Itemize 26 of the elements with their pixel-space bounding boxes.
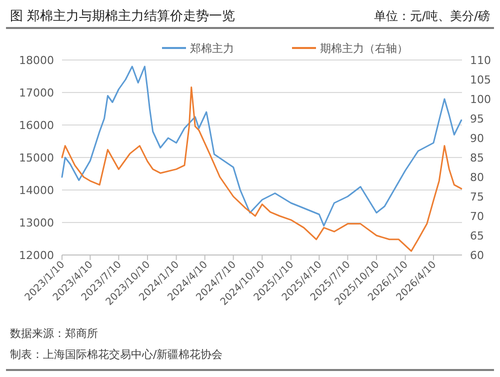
legend-label: 郑棉主力 [190,42,234,55]
y2-tick-label: 65 [470,230,484,242]
legend-label: 期棉主力（右轴） [320,42,408,55]
y2-tick-label: 110 [470,54,491,67]
chart-subtitle: 单位：元/吨、美分/磅 [374,9,490,23]
y-tick-label: 13000 [19,216,54,230]
y-tick-label: 12000 [19,249,54,262]
y-tick-label: 17000 [19,86,54,100]
chart-title: 图 郑棉主力与期棉主力结算价走势一览 [10,8,236,24]
y2-tick-label: 100 [470,93,491,106]
y-tick-label: 14000 [19,184,54,197]
y2-tick-label: 105 [470,74,491,86]
y2-tick-label: 75 [470,190,484,204]
y2-tick-label: 80 [470,171,484,184]
y2-tick-label: 90 [470,132,484,145]
y-tick-label: 15000 [19,152,54,164]
y2-tick-label: 95 [470,112,484,126]
y2-tick-label: 70 [470,210,484,223]
line-series [61,66,462,226]
source-note: 数据来源：郑商所 [10,327,98,340]
text: 制表：上海国际棉花交易中心/新疆棉花协会 [10,348,223,361]
y2-tick-label: 60 [470,249,484,262]
y2-tick-label: 85 [470,152,484,164]
line-series [61,86,462,252]
y-tick-label: 18000 [19,54,54,67]
y-tick-label: 16000 [19,119,54,132]
